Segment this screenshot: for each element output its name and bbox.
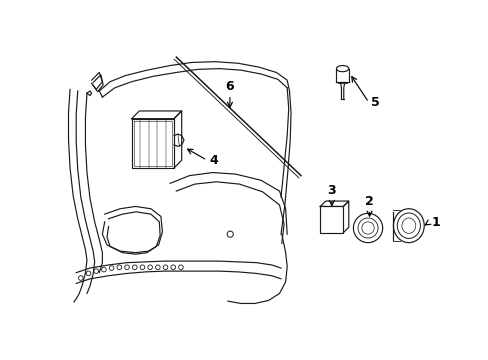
Text: 6: 6 bbox=[225, 80, 234, 93]
Text: 2: 2 bbox=[365, 195, 373, 208]
Text: 5: 5 bbox=[370, 96, 379, 109]
Text: 4: 4 bbox=[209, 154, 218, 167]
Text: 3: 3 bbox=[327, 184, 335, 197]
Text: 1: 1 bbox=[430, 216, 439, 229]
